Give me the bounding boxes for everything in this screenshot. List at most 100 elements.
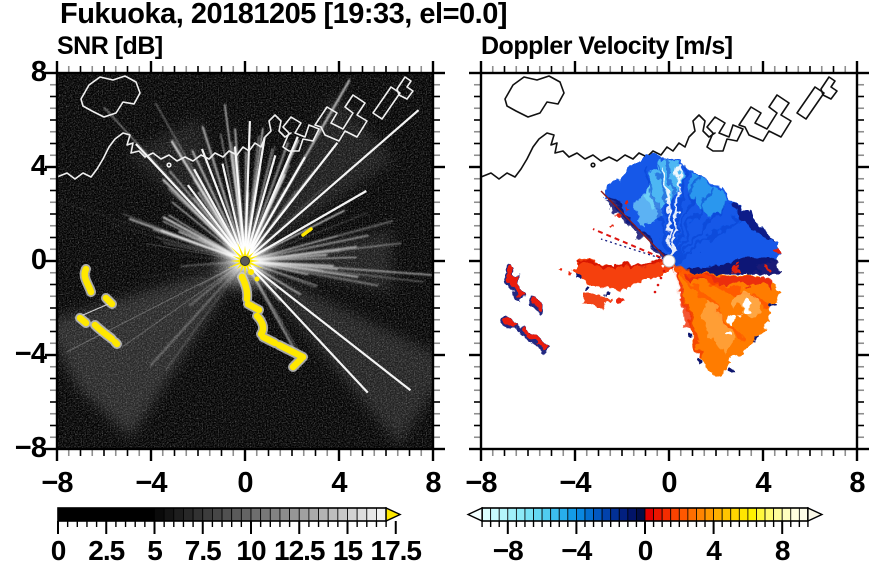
colorbar-segment [279, 507, 290, 522]
colorbar-segment [76, 507, 88, 522]
snr-colorbar-tick-label: 10 [236, 535, 266, 566]
snr-colorbar-tick-label: 2.5 [88, 535, 125, 566]
x-tick-label: 8 [425, 467, 441, 499]
colorbar-segment [721, 507, 732, 522]
x-tick-label: 4 [331, 467, 347, 499]
y-tick-label: 0 [30, 244, 47, 276]
colorbar-under-arrow [466, 506, 483, 523]
colorbar-segment [67, 507, 78, 522]
colorbar-segment [584, 507, 594, 522]
colorbar-segment [125, 507, 136, 522]
y-tick-label: 8 [30, 56, 47, 88]
snr-colorbar [57, 506, 402, 534]
x-tick-label: −4 [135, 467, 167, 499]
colorbar-segment [134, 507, 146, 522]
high-snr-echoes [75, 227, 313, 372]
colorbar-segment [144, 507, 155, 522]
velocity-plot [469, 61, 869, 461]
snr-panel-title: SNR [dB] [57, 32, 163, 60]
colorbar-segment [644, 507, 654, 522]
colorbar-segment [308, 507, 319, 522]
colorbar-segment [756, 507, 766, 522]
x-tick-label: 8 [849, 467, 865, 499]
radar-site-hole [662, 254, 676, 268]
plot-frame [55, 71, 435, 451]
colorbar-segment [704, 507, 714, 522]
colorbar-segment [713, 507, 723, 522]
x-tick-label: −8 [41, 467, 73, 499]
x-tick-label: −4 [559, 467, 591, 499]
velocity-colorbar-tick-label: −8 [492, 535, 524, 566]
colorbar-segment [653, 507, 663, 522]
colorbar-segment [221, 507, 233, 522]
colorbar-segment [696, 507, 706, 522]
x-tick-label: 0 [237, 467, 253, 499]
colorbar-segment [601, 507, 612, 522]
snr-colorbar-ticks [57, 521, 397, 534]
colorbar-segment [524, 507, 534, 522]
colorbar-segment [347, 507, 358, 522]
colorbar-segment [764, 507, 775, 522]
colorbar-segment [498, 507, 509, 522]
y-tick-label: −4 [14, 338, 47, 370]
colorbar-segment [154, 507, 165, 522]
x-tick-label: 4 [755, 467, 771, 499]
colorbar-segment [567, 507, 577, 522]
colorbar-segment [541, 507, 552, 522]
colorbar-segment [57, 507, 69, 522]
colorbar-segment [289, 507, 300, 522]
colorbar-segment [515, 507, 526, 522]
colorbar-segment [773, 507, 783, 522]
colorbar-segment [618, 507, 629, 522]
colorbar-segment [250, 507, 262, 522]
velocity-colorbar [466, 506, 824, 534]
colorbar-segment [96, 507, 107, 522]
y-tick-label: 4 [30, 150, 47, 182]
thin-rays [592, 190, 670, 294]
colorbar-segment [661, 507, 672, 522]
colorbar-segment [781, 507, 792, 522]
colorbar-segment [550, 507, 560, 522]
colorbar-segment [627, 507, 637, 522]
colorbar-segment [558, 507, 569, 522]
snr-colorbar-tick-label: 0 [50, 535, 67, 566]
colorbar-segment [260, 507, 271, 522]
x-tick-label: −8 [465, 467, 497, 499]
snr-plot-canvas [45, 61, 445, 461]
colorbar-segment [790, 507, 800, 522]
velocity-colorbar-tick-label: 0 [637, 535, 654, 566]
radar-site-dot [240, 256, 250, 266]
colorbar-segment [192, 507, 204, 522]
colorbar-segment [318, 507, 329, 522]
snr-colorbar-segments [57, 507, 387, 522]
colorbar-segment [105, 507, 117, 522]
colorbar-segment [678, 507, 689, 522]
colorbar-segment [490, 507, 500, 522]
colorbar-segment [738, 507, 749, 522]
velocity-plot-canvas [469, 61, 869, 461]
velocity-colorbar-tick-label: −4 [561, 535, 592, 566]
colorbar-segment [231, 507, 242, 522]
colorbar-segment [173, 507, 184, 522]
velocity-colorbar-ticks [481, 521, 809, 534]
colorbar-segment [670, 507, 680, 522]
x-tick-label: 0 [661, 467, 677, 499]
snr-colorbar-tick-label: 15 [332, 535, 363, 566]
velocity-fans [499, 153, 779, 374]
snr-colorbar-tick-label: 5 [147, 535, 163, 566]
snr-colorbar-tick-label: 17.5 [370, 535, 423, 566]
snr-colorbar-tick-label: 12.5 [274, 535, 326, 566]
colorbar-segment [240, 507, 252, 522]
figure-title: Fukuoka, 20181205 [19:33, el=0.0] [60, 0, 507, 30]
colorbar-segment [481, 507, 492, 522]
snr-colorbar-tick-label: 7.5 [184, 535, 222, 566]
colorbar-segment [687, 507, 697, 522]
velocity-colorbar-tick-label: 4 [706, 535, 722, 566]
snr-plot [45, 61, 445, 461]
velocity-panel-title: Doppler Velocity [m/s] [481, 32, 733, 60]
colorbar-over-arrow [385, 506, 402, 523]
colorbar-segment [576, 507, 586, 522]
west-arm [568, 259, 669, 287]
colorbar-segment [337, 507, 348, 522]
